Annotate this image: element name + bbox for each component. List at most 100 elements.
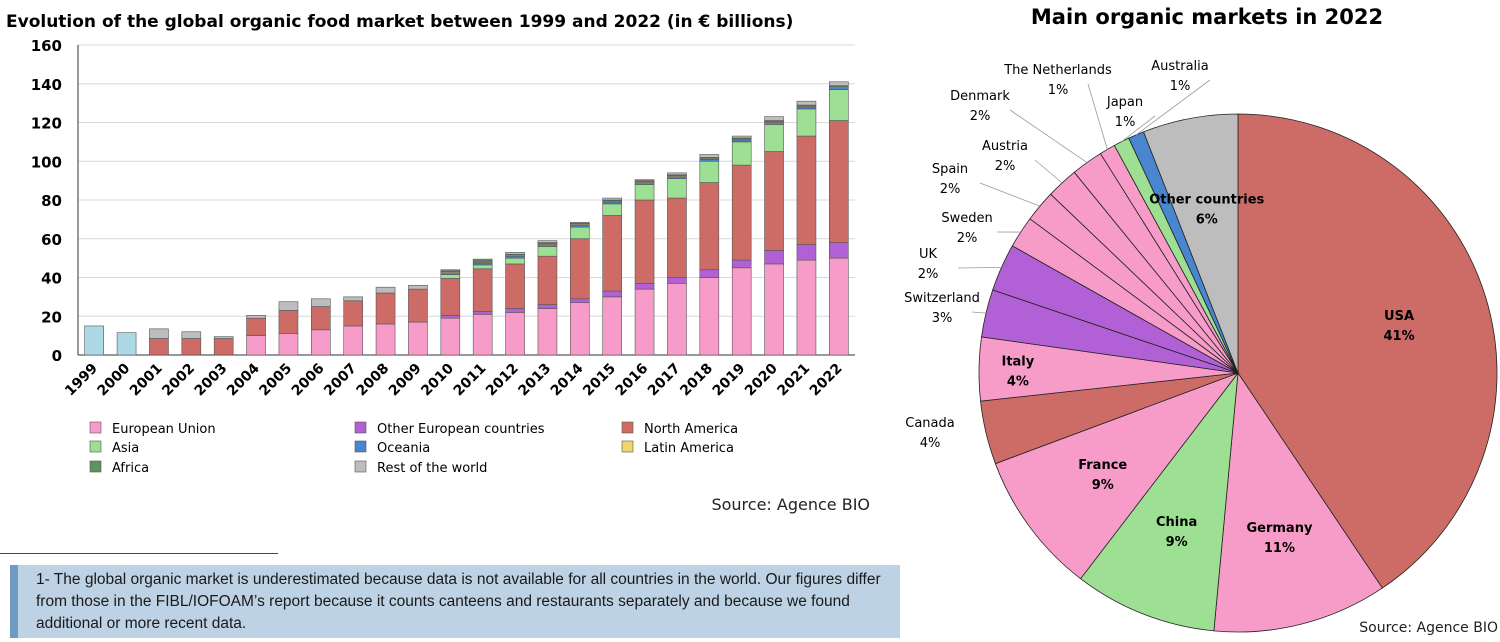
bar-segment xyxy=(441,278,460,315)
legend-label: Rest of the world xyxy=(377,461,487,476)
footnote-text: 1- The global organic market is underest… xyxy=(36,571,881,632)
legend-label: Latin America xyxy=(644,441,734,456)
slice-label: Denmark xyxy=(950,89,1010,104)
bar-segment xyxy=(538,256,557,304)
bar-segment xyxy=(279,302,298,311)
bar-segment xyxy=(700,270,719,278)
x-tick-label: 2005 xyxy=(256,361,295,400)
bar-segment xyxy=(765,117,784,121)
y-tick-label: 20 xyxy=(41,308,62,326)
x-tick-label: 2007 xyxy=(321,361,360,400)
bar-segment xyxy=(473,259,492,260)
x-tick-label: 2002 xyxy=(159,361,198,400)
bar-segment xyxy=(732,136,751,138)
x-tick-label: 2009 xyxy=(386,361,425,400)
bar-segment xyxy=(829,258,848,355)
bar-segment xyxy=(635,289,654,355)
x-tick-label: 2022 xyxy=(807,361,846,400)
bar-segment xyxy=(441,275,460,279)
y-tick-label: 0 xyxy=(52,347,62,365)
bar-segment xyxy=(473,269,492,312)
bar-segment xyxy=(149,329,168,339)
bar-segment xyxy=(408,289,427,322)
bar-segment xyxy=(829,243,848,259)
bar-segment xyxy=(376,287,395,293)
bar-segment xyxy=(570,299,589,303)
bar-segment xyxy=(182,332,201,339)
bar-segment xyxy=(570,227,589,239)
y-tick-label: 140 xyxy=(31,76,62,94)
bar-segment xyxy=(635,185,654,201)
bar-segment xyxy=(344,326,363,355)
bar-segment xyxy=(473,314,492,355)
legend-swatch xyxy=(355,422,366,433)
bar-segment xyxy=(441,318,460,355)
x-tick-label: 2013 xyxy=(515,361,554,400)
bar-segment xyxy=(408,322,427,355)
leader-line xyxy=(980,183,1040,206)
source-note: Source: Agence BIO xyxy=(1359,620,1498,636)
bar-segment xyxy=(667,173,686,175)
bar-segment xyxy=(603,297,622,355)
bar-segment xyxy=(182,339,201,355)
y-tick-label: 160 xyxy=(31,37,62,55)
bar-segment xyxy=(538,305,557,309)
slice-label: USA xyxy=(1384,309,1414,324)
slice-percent: 1% xyxy=(1048,83,1069,98)
y-tick-label: 120 xyxy=(31,115,62,133)
y-tick-label: 100 xyxy=(31,153,62,171)
legend-swatch xyxy=(622,441,633,452)
bar-segment xyxy=(732,165,751,260)
bar-segment xyxy=(732,260,751,268)
bar-segment xyxy=(765,264,784,355)
x-tick-label: 2000 xyxy=(95,360,134,399)
bar-segment xyxy=(311,330,330,355)
slice-label: Japan xyxy=(1106,95,1143,110)
bar-segment xyxy=(667,198,686,277)
footnote-box: 1- The global organic market is underest… xyxy=(10,565,900,638)
bar-segment xyxy=(603,198,622,200)
bar-segment xyxy=(279,334,298,355)
x-tick-label: 2017 xyxy=(645,361,684,400)
x-tick-label: 2004 xyxy=(224,360,263,399)
bar-segment xyxy=(829,121,848,243)
x-tick-label: 2019 xyxy=(710,361,749,400)
stacked-bar-chart: Evolution of the global organic food mar… xyxy=(0,0,900,560)
x-tick-label: 2003 xyxy=(192,361,231,400)
slice-percent: 2% xyxy=(940,182,961,197)
slice-label: Sweden xyxy=(941,211,992,226)
x-tick-label: 1999 xyxy=(62,361,101,400)
slice-percent: 4% xyxy=(920,436,941,451)
slice-percent: 9% xyxy=(1166,535,1188,550)
bar-segment xyxy=(441,315,460,318)
bar-segment xyxy=(506,252,525,254)
bar-segment xyxy=(570,222,589,223)
leader-line xyxy=(1088,84,1107,149)
legend-label: Oceania xyxy=(377,441,430,456)
bar-segment xyxy=(279,310,298,333)
bar-segment xyxy=(214,337,233,339)
legend-swatch xyxy=(355,441,366,452)
legend-swatch xyxy=(622,422,633,433)
bar-segment xyxy=(829,90,848,121)
bar-segment xyxy=(797,101,816,105)
slice-percent: 2% xyxy=(957,231,978,246)
bar-segment xyxy=(441,270,460,271)
bar-segment xyxy=(797,260,816,355)
slice-percent: 2% xyxy=(918,267,939,282)
bar-segment xyxy=(797,136,816,245)
market-evolution-chart: Evolution of the global organic food mar… xyxy=(0,0,900,560)
bar-segment xyxy=(732,142,751,165)
bar-segment xyxy=(797,245,816,261)
legend-swatch xyxy=(90,461,101,472)
chart-title: Evolution of the global organic food mar… xyxy=(6,12,793,32)
bar-segment xyxy=(667,278,686,284)
legend-label: Africa xyxy=(112,461,149,476)
slice-label: Germany xyxy=(1246,521,1312,536)
bar-segment xyxy=(635,200,654,283)
bar-segment xyxy=(667,179,686,198)
leader-line xyxy=(958,267,1002,268)
bar-segment xyxy=(700,154,719,157)
bar-segment xyxy=(570,303,589,355)
